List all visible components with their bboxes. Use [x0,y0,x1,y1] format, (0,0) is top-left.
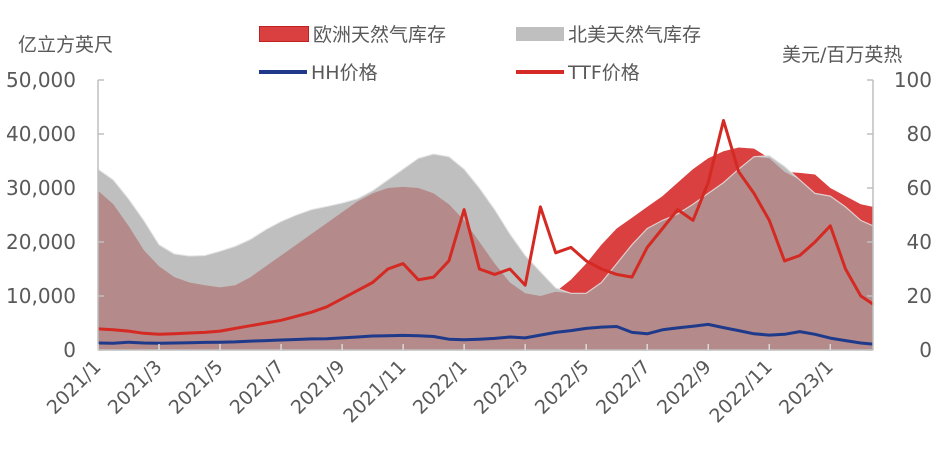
legend-item-ttf-price: TTF价格 [516,58,640,85]
area-series-group [97,147,874,350]
right-axis-tick-label: 100 [894,68,932,92]
x-axis-tick-label: 2023/1 [775,356,838,419]
x-axis-tick-label: 2021/5 [165,356,228,419]
x-axis-tick-label: 2022/7 [592,356,655,419]
legend-swatch-ttf-price [516,69,564,74]
right-axis-title: 美元/百万英热 [782,44,903,66]
line-ttf-price [97,119,874,336]
area-na-storage-edge [97,153,874,294]
legend-label-eu-storage: 欧洲天然气库存 [313,24,447,46]
area-overlap [98,156,873,350]
legend-item-na-storage: 北美天然气库存 [516,20,701,47]
left-axis-tick-label: 0 [63,338,76,362]
left-axis-tick-label: 10,000 [6,284,76,308]
left-axis-tick-label: 30,000 [6,176,76,200]
right-axis-tick-label: 80 [907,122,932,146]
x-axis-tick-label: 2021/9 [287,356,350,419]
left-axis-tick-label: 50,000 [6,68,76,92]
right-axis-tick-label: 40 [907,230,932,254]
right-axis-tick-label: 20 [907,284,932,308]
line-series-group [97,119,874,346]
legend-label-hh-price: HH价格 [311,62,378,84]
x-axis-tick-label: 2022/1 [409,356,472,419]
legend-label-na-storage: 北美天然气库存 [568,24,702,46]
legend-label-ttf-price: TTF价格 [568,62,640,84]
x-axis-tick-label: 2022/5 [531,356,594,419]
line-hh-price [97,322,874,346]
left-axis-tick-label: 20,000 [6,230,76,254]
x-axis-tick-label: 2021/1 [43,356,106,419]
right-axis-tick-label: 60 [907,176,932,200]
x-axis-tick-label: 2021/7 [226,356,289,419]
legend-swatch-na-storage [516,26,564,41]
right-axis-tick-label: 0 [919,338,932,362]
x-axis-tick-label: 2022/9 [653,356,716,419]
x-axis-tick-label: 2022/3 [470,356,533,419]
legend-swatch-eu-storage [259,25,309,42]
legend-item-hh-price: HH价格 [259,58,378,85]
legend-swatch-hh-price [259,69,307,74]
x-axis-tick-label: 2021/11 [339,356,410,427]
legend-item-eu-storage: 欧洲天然气库存 [259,20,446,47]
left-axis-tick-label: 40,000 [6,122,76,146]
x-axis-tick-label: 2022/11 [705,356,776,427]
x-axis-tick-label: 2021/3 [104,356,167,419]
left-axis-title: 亿立方英尺 [18,34,114,56]
